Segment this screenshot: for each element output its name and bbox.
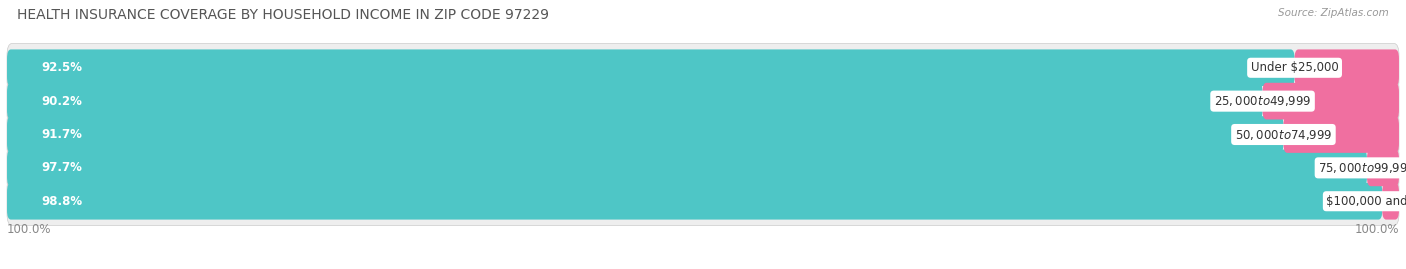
Text: 98.8%: 98.8% xyxy=(42,195,83,208)
FancyBboxPatch shape xyxy=(1263,83,1399,119)
Text: 100.0%: 100.0% xyxy=(1354,223,1399,236)
FancyBboxPatch shape xyxy=(1295,49,1399,86)
FancyBboxPatch shape xyxy=(7,150,1367,186)
FancyBboxPatch shape xyxy=(7,49,1295,86)
FancyBboxPatch shape xyxy=(7,110,1399,159)
FancyBboxPatch shape xyxy=(7,77,1399,126)
FancyBboxPatch shape xyxy=(7,116,1284,153)
Text: $25,000 to $49,999: $25,000 to $49,999 xyxy=(1213,94,1312,108)
FancyBboxPatch shape xyxy=(7,183,1382,220)
Text: 100.0%: 100.0% xyxy=(7,223,52,236)
Text: $100,000 and over: $100,000 and over xyxy=(1326,195,1406,208)
FancyBboxPatch shape xyxy=(1367,150,1399,186)
Text: Source: ZipAtlas.com: Source: ZipAtlas.com xyxy=(1278,8,1389,18)
Text: $50,000 to $74,999: $50,000 to $74,999 xyxy=(1234,128,1331,141)
Text: 91.7%: 91.7% xyxy=(42,128,83,141)
Text: 90.2%: 90.2% xyxy=(42,95,83,108)
FancyBboxPatch shape xyxy=(7,177,1399,226)
FancyBboxPatch shape xyxy=(7,43,1399,92)
Text: 92.5%: 92.5% xyxy=(42,61,83,74)
Text: Under $25,000: Under $25,000 xyxy=(1251,61,1339,74)
Text: 97.7%: 97.7% xyxy=(42,161,83,174)
Text: HEALTH INSURANCE COVERAGE BY HOUSEHOLD INCOME IN ZIP CODE 97229: HEALTH INSURANCE COVERAGE BY HOUSEHOLD I… xyxy=(17,8,548,22)
FancyBboxPatch shape xyxy=(7,143,1399,192)
FancyBboxPatch shape xyxy=(7,83,1263,119)
Text: $75,000 to $99,999: $75,000 to $99,999 xyxy=(1319,161,1406,175)
FancyBboxPatch shape xyxy=(1382,183,1399,220)
FancyBboxPatch shape xyxy=(1284,116,1399,153)
